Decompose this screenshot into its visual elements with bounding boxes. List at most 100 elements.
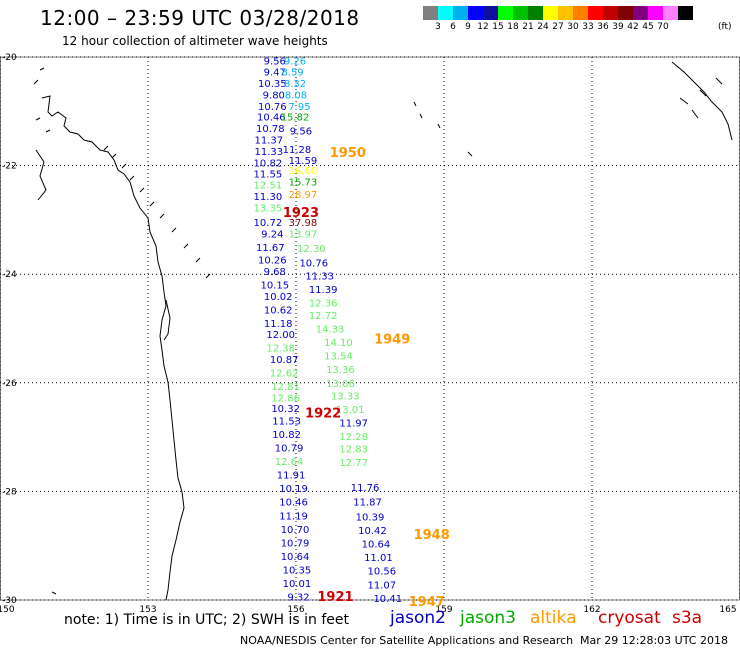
swh-value: 10.76 bbox=[299, 258, 328, 269]
swh-value: 11.37 bbox=[255, 136, 284, 147]
legend-swatch bbox=[543, 6, 558, 20]
legend-swatch bbox=[438, 6, 453, 20]
swh-value: 14.33 bbox=[316, 325, 345, 336]
coastline bbox=[33, 61, 733, 601]
swh-value: 11.33 bbox=[305, 271, 334, 282]
legend-label: 15 bbox=[492, 22, 504, 32]
reef-islands bbox=[103, 145, 211, 279]
legend-label: 33 bbox=[582, 22, 594, 32]
swh-value: 10.82 bbox=[272, 430, 301, 441]
swh-value: 11.67 bbox=[256, 243, 285, 254]
pass-number: 1923 bbox=[283, 206, 319, 221]
swh-value: 13.35 bbox=[254, 203, 283, 214]
swh-value: 15.82 bbox=[281, 113, 310, 124]
swh-value: 9.80 bbox=[263, 90, 285, 101]
pass-number: 1949 bbox=[374, 332, 410, 347]
swh-value: 10.78 bbox=[256, 124, 285, 135]
legend-label: 24 bbox=[537, 22, 549, 32]
legend-swatch bbox=[633, 6, 648, 20]
legend-swatch bbox=[498, 6, 513, 20]
latitude-tick-label: -26 bbox=[2, 379, 17, 389]
latitude-tick-label: -30 bbox=[2, 596, 17, 606]
swh-value: 9.68 bbox=[264, 267, 286, 278]
longitude-tick-label: 162 bbox=[583, 605, 600, 615]
swh-value: 10.32 bbox=[271, 404, 300, 415]
swh-value: 13.33 bbox=[331, 391, 360, 402]
swh-value: 13.97 bbox=[289, 229, 318, 240]
pass-number: 1921 bbox=[317, 590, 353, 605]
swh-value: 16.60 bbox=[289, 166, 318, 177]
swh-value: 11.87 bbox=[353, 498, 382, 509]
legend-label: 39 bbox=[612, 22, 624, 32]
swh-value: 12.72 bbox=[309, 311, 338, 322]
legend-swatch bbox=[573, 6, 588, 20]
swh-value: 9.56 bbox=[264, 56, 286, 67]
australia-coast bbox=[41, 95, 185, 601]
satellite-label-s3a: s3a bbox=[672, 608, 703, 628]
legend-label: 9 bbox=[465, 22, 471, 32]
footer-note: note: 1) Time is in UTC; 2) SWH is in fe… bbox=[64, 612, 350, 628]
swh-value: 8.32 bbox=[284, 79, 306, 90]
swh-value: 10.64 bbox=[281, 552, 310, 563]
swh-value: 12.36 bbox=[309, 298, 338, 309]
swh-value: 10.26 bbox=[258, 256, 287, 267]
satellite-label-altika: altika bbox=[530, 608, 577, 628]
swh-value: 13.06 bbox=[326, 379, 355, 390]
swh-value: 12.51 bbox=[254, 181, 283, 192]
longitude-tick-label: 150 bbox=[0, 605, 15, 615]
swh-value: 12.38 bbox=[266, 344, 295, 355]
credit-line: NOAA/NESDIS Center for Satellite Applica… bbox=[240, 634, 574, 647]
pass-number: 1948 bbox=[414, 528, 450, 543]
page-subtitle: 12 hour collection of altimeter wave hei… bbox=[62, 34, 328, 48]
swh-value: 8.08 bbox=[285, 90, 307, 101]
swh-value: 13.36 bbox=[326, 365, 355, 376]
legend-label: 27 bbox=[552, 22, 564, 32]
swh-value: 12.81 bbox=[271, 382, 300, 393]
legend-label: 36 bbox=[597, 22, 609, 32]
swh-value: 10.70 bbox=[281, 525, 310, 536]
satellite-label-jason2: jason2 bbox=[390, 608, 446, 628]
swh-value: 37.98 bbox=[289, 218, 318, 229]
swh-value: 12.62 bbox=[270, 368, 299, 379]
australia-bay bbox=[35, 149, 47, 201]
swh-value: 12.77 bbox=[339, 458, 368, 469]
swh-value: 12.86 bbox=[271, 393, 300, 404]
swh-value: 14.10 bbox=[324, 338, 353, 349]
swh-value: 11.07 bbox=[368, 580, 397, 591]
swh-value: 10.62 bbox=[264, 305, 293, 316]
swh-value: 10.72 bbox=[254, 218, 283, 229]
legend-swatch bbox=[663, 6, 678, 20]
legend-swatch bbox=[588, 6, 603, 20]
legend-swatch bbox=[453, 6, 468, 20]
swh-value: 9.56 bbox=[290, 126, 312, 137]
swh-value: 10.46 bbox=[257, 113, 286, 124]
generated-timestamp: Mar 29 12:28:03 UTC 2018 bbox=[580, 634, 728, 647]
swh-value: 10.41 bbox=[373, 594, 402, 605]
swh-value: 10.01 bbox=[283, 579, 312, 590]
swh-value: 10.76 bbox=[258, 102, 287, 113]
longitude-tick-label: 156 bbox=[287, 605, 304, 615]
latitude-tick-label: -28 bbox=[2, 487, 17, 497]
swh-value: 10.15 bbox=[260, 281, 289, 292]
swh-value: 9.26 bbox=[284, 56, 306, 67]
swh-value: 12.83 bbox=[339, 445, 368, 456]
swh-value: 13.01 bbox=[336, 405, 365, 416]
pass-number: 1950 bbox=[330, 146, 366, 161]
legend-swatch bbox=[558, 6, 573, 20]
legend-swatch bbox=[483, 6, 498, 20]
swh-value: 11.91 bbox=[277, 471, 306, 482]
new-caledonia bbox=[671, 61, 733, 141]
latitude-tick-label: -22 bbox=[2, 162, 17, 172]
swh-value: 28.97 bbox=[289, 190, 318, 201]
legend-label: 12 bbox=[477, 22, 489, 32]
legend-swatch bbox=[468, 6, 483, 20]
swh-value: 11.19 bbox=[279, 511, 308, 522]
legend-swatch bbox=[603, 6, 618, 20]
swh-value: 12.00 bbox=[266, 330, 295, 341]
legend-swatch bbox=[528, 6, 543, 20]
swh-value: 11.30 bbox=[254, 192, 283, 203]
longitude-tick-label: 165 bbox=[719, 605, 736, 615]
legend-label: 21 bbox=[522, 22, 534, 32]
longitude-tick-label: 159 bbox=[435, 605, 452, 615]
swh-value: 10.79 bbox=[275, 443, 304, 454]
